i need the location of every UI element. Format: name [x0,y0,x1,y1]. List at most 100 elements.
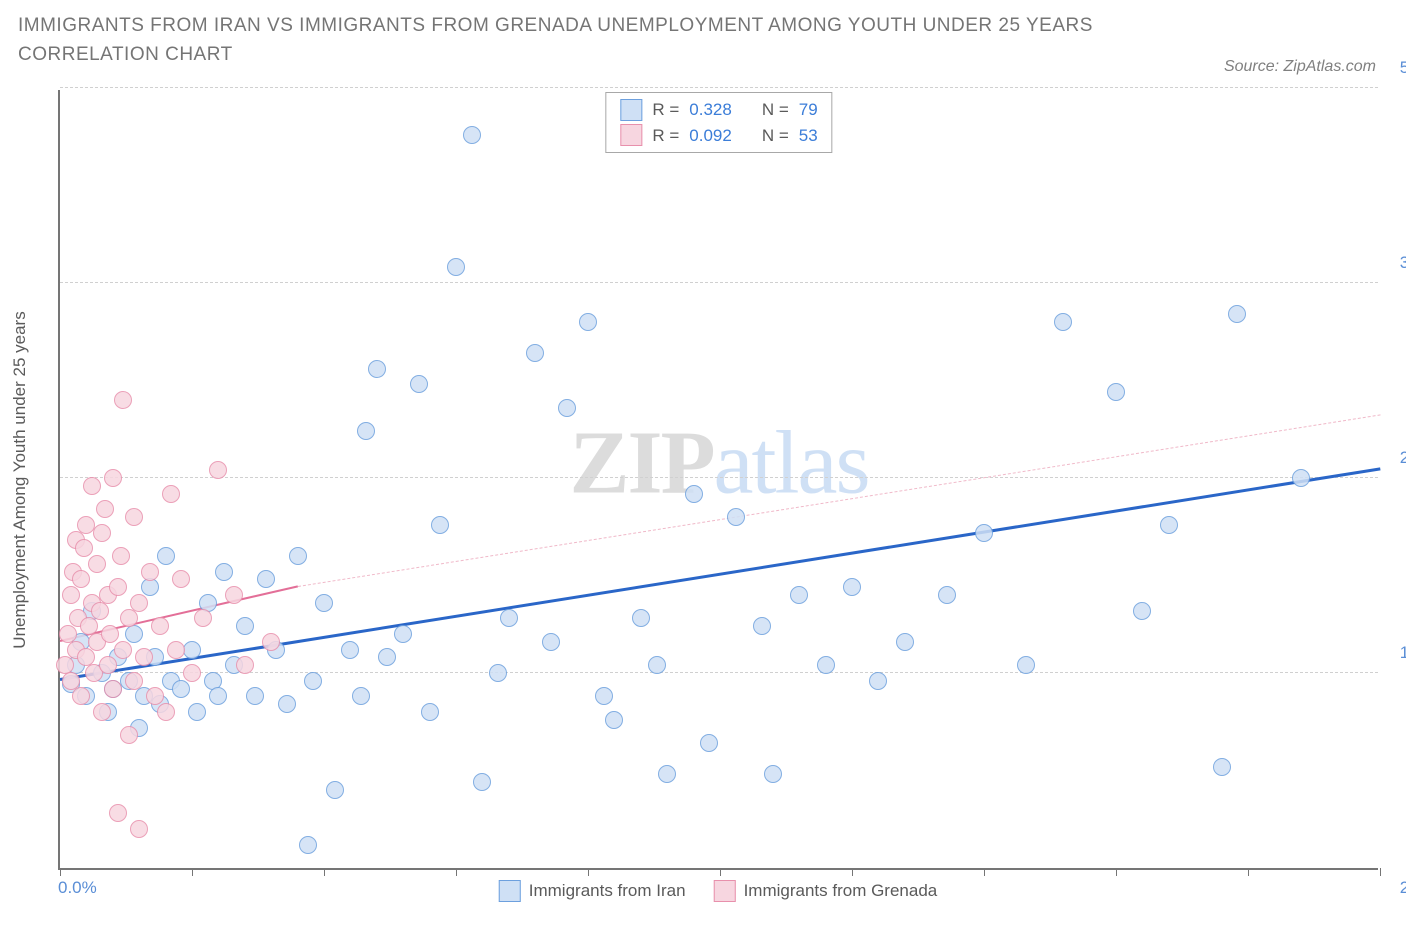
data-point [172,680,190,698]
data-point [72,570,90,588]
data-point [1017,656,1035,674]
data-point [975,524,993,542]
data-point [790,586,808,604]
data-point [104,680,122,698]
data-point [463,126,481,144]
n-label: N = [762,123,789,149]
data-point [125,508,143,526]
data-point [236,617,254,635]
x-tick [588,868,589,876]
data-point [135,648,153,666]
watermark-atlas: atlas [714,414,869,513]
data-point [75,539,93,557]
data-point [304,672,322,690]
data-point [96,500,114,518]
legend-label: Immigrants from Iran [529,881,686,901]
data-point [489,664,507,682]
x-tick [1116,868,1117,876]
data-point [215,563,233,581]
data-point [605,711,623,729]
x-tick [1248,868,1249,876]
data-point [817,656,835,674]
data-point [120,726,138,744]
chart-area: Unemployment Among Youth under 25 years … [58,90,1378,870]
data-point [727,508,745,526]
data-point [188,703,206,721]
data-point [595,687,613,705]
data-point [1107,383,1125,401]
n-value: 79 [799,97,818,123]
data-point [183,664,201,682]
x-tick [324,868,325,876]
data-point [352,687,370,705]
watermark: ZIPatlas [570,412,869,515]
data-point [167,641,185,659]
data-point [1160,516,1178,534]
data-point [1133,602,1151,620]
data-point [130,594,148,612]
x-tick-label: 25.0% [1388,878,1406,898]
data-point [99,656,117,674]
data-point [341,641,359,659]
data-point [896,633,914,651]
x-tick [60,868,61,876]
data-point [157,547,175,565]
data-point [648,656,666,674]
data-point [542,633,560,651]
data-point [209,687,227,705]
r-value: 0.328 [689,97,732,123]
data-point [209,461,227,479]
data-point [938,586,956,604]
data-point [112,547,130,565]
data-point [869,672,887,690]
x-tick [1380,868,1381,876]
legend-swatch [714,880,736,902]
data-point [378,648,396,666]
y-axis-label: Unemployment Among Youth under 25 years [10,311,30,648]
x-tick-label: 0.0% [58,878,97,898]
data-point [410,375,428,393]
legend-swatch [499,880,521,902]
data-point [114,641,132,659]
data-point [753,617,771,635]
data-point [125,672,143,690]
data-point [151,617,169,635]
n-label: N = [762,97,789,123]
data-point [101,625,119,643]
data-point [685,485,703,503]
n-value: 53 [799,123,818,149]
data-point [1213,758,1231,776]
x-tick [720,868,721,876]
data-point [1292,469,1310,487]
data-point [109,804,127,822]
y-tick-label: 25.0% [1388,448,1406,468]
x-tick [852,868,853,876]
r-value: 0.092 [689,123,732,149]
legend-stats-row: R = 0.092 N = 53 [620,123,817,149]
gridline [60,282,1378,283]
y-tick-label: 12.5% [1388,643,1406,663]
data-point [579,313,597,331]
data-point [162,485,180,503]
x-tick [456,868,457,876]
r-label: R = [652,97,679,123]
data-point [120,609,138,627]
data-point [183,641,201,659]
data-point [394,625,412,643]
r-label: R = [652,123,679,149]
data-point [447,258,465,276]
data-point [368,360,386,378]
data-point [246,687,264,705]
data-point [141,578,159,596]
data-point [93,703,111,721]
y-tick-label: 50.0% [1388,58,1406,78]
data-point [157,703,175,721]
gridline [60,672,1378,673]
data-point [500,609,518,627]
chart-title: IMMIGRANTS FROM IRAN VS IMMIGRANTS FROM … [18,12,1118,69]
regression-line [298,415,1381,588]
data-point [658,765,676,783]
data-point [764,765,782,783]
data-point [236,656,254,674]
legend-swatch [620,124,642,146]
